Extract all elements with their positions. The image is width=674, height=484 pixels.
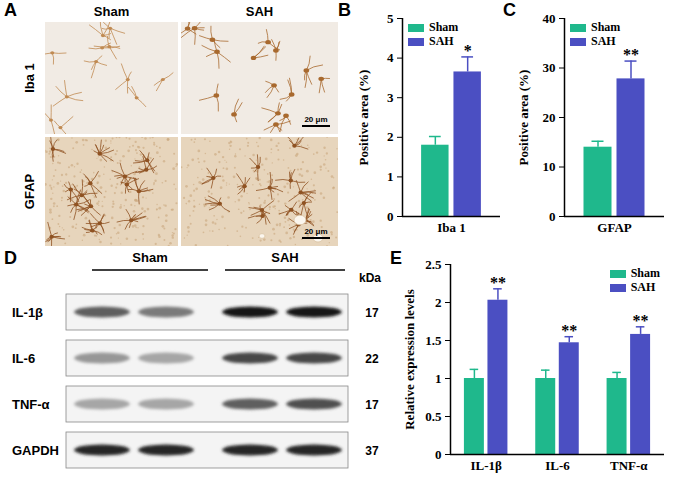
html-text:A: A — [4, 0, 17, 20]
svg-text:*: * — [464, 42, 472, 59]
svg-text:0: 0 — [387, 209, 394, 224]
svg-text:1.5: 1.5 — [425, 333, 442, 348]
html-text:D: D — [4, 248, 17, 268]
svg-text:Iba 1: Iba 1 — [22, 63, 37, 93]
svg-text:1: 1 — [387, 169, 394, 184]
svg-text:Sham: Sham — [132, 250, 167, 265]
html-text:Sham: Sham — [591, 20, 621, 34]
html-text:SAH: SAH — [630, 280, 656, 294]
svg-text:20 μm: 20 μm — [304, 115, 327, 124]
svg-text:Relative expression levels: Relative expression levels — [402, 289, 417, 430]
svg-text:IL-1β: IL-1β — [470, 458, 502, 473]
html-text:B: B — [338, 0, 351, 20]
html-text:C: C — [503, 0, 516, 20]
svg-text:22: 22 — [365, 352, 379, 366]
svg-text:20: 20 — [543, 110, 556, 125]
svg-text:2: 2 — [435, 295, 442, 310]
svg-text:IL-1β: IL-1β — [12, 305, 43, 320]
svg-text:**: ** — [561, 322, 577, 339]
svg-text:1: 1 — [435, 371, 442, 386]
svg-text:17: 17 — [365, 398, 379, 412]
svg-text:0: 0 — [435, 447, 442, 462]
svg-text:30: 30 — [543, 60, 556, 75]
svg-text:0: 0 — [549, 209, 556, 224]
svg-text:10: 10 — [543, 159, 556, 174]
html-text:Sham: Sham — [630, 266, 660, 280]
svg-text:IL-6: IL-6 — [12, 351, 35, 366]
svg-text:0.5: 0.5 — [425, 409, 442, 424]
svg-text:5: 5 — [387, 11, 394, 26]
svg-text:**: ** — [490, 274, 506, 291]
svg-text:40: 40 — [543, 11, 556, 26]
svg-text:**: ** — [633, 312, 649, 329]
svg-text:**: ** — [623, 46, 639, 63]
svg-text:TNF-α: TNF-α — [12, 397, 50, 412]
svg-text:SAH: SAH — [246, 4, 273, 19]
svg-text:GAPDH: GAPDH — [12, 443, 59, 458]
svg-text:20 μm: 20 μm — [304, 227, 327, 236]
html-text:SAH: SAH — [429, 34, 454, 48]
svg-text:Positive area (%): Positive area (%) — [516, 70, 531, 166]
svg-text:17: 17 — [365, 306, 379, 320]
html-text:E: E — [390, 248, 402, 268]
svg-text:SAH: SAH — [271, 250, 298, 265]
svg-text:GFAP: GFAP — [22, 173, 37, 209]
svg-text:GFAP: GFAP — [597, 220, 631, 235]
html-text:SAH: SAH — [591, 34, 616, 48]
svg-text:4: 4 — [387, 50, 394, 65]
svg-text:IL-6: IL-6 — [545, 458, 570, 473]
svg-text:37: 37 — [365, 444, 379, 458]
svg-text:2: 2 — [387, 129, 394, 144]
svg-text:Iba 1: Iba 1 — [437, 220, 466, 235]
html-text:Sham: Sham — [429, 20, 459, 34]
svg-text:2.5: 2.5 — [425, 257, 442, 272]
svg-text:Positive area (%): Positive area (%) — [356, 70, 371, 166]
svg-text:TNF-α: TNF-α — [610, 458, 648, 473]
svg-text:Sham: Sham — [94, 4, 129, 19]
svg-text:3: 3 — [387, 90, 394, 105]
svg-text:kDa: kDa — [359, 271, 381, 285]
